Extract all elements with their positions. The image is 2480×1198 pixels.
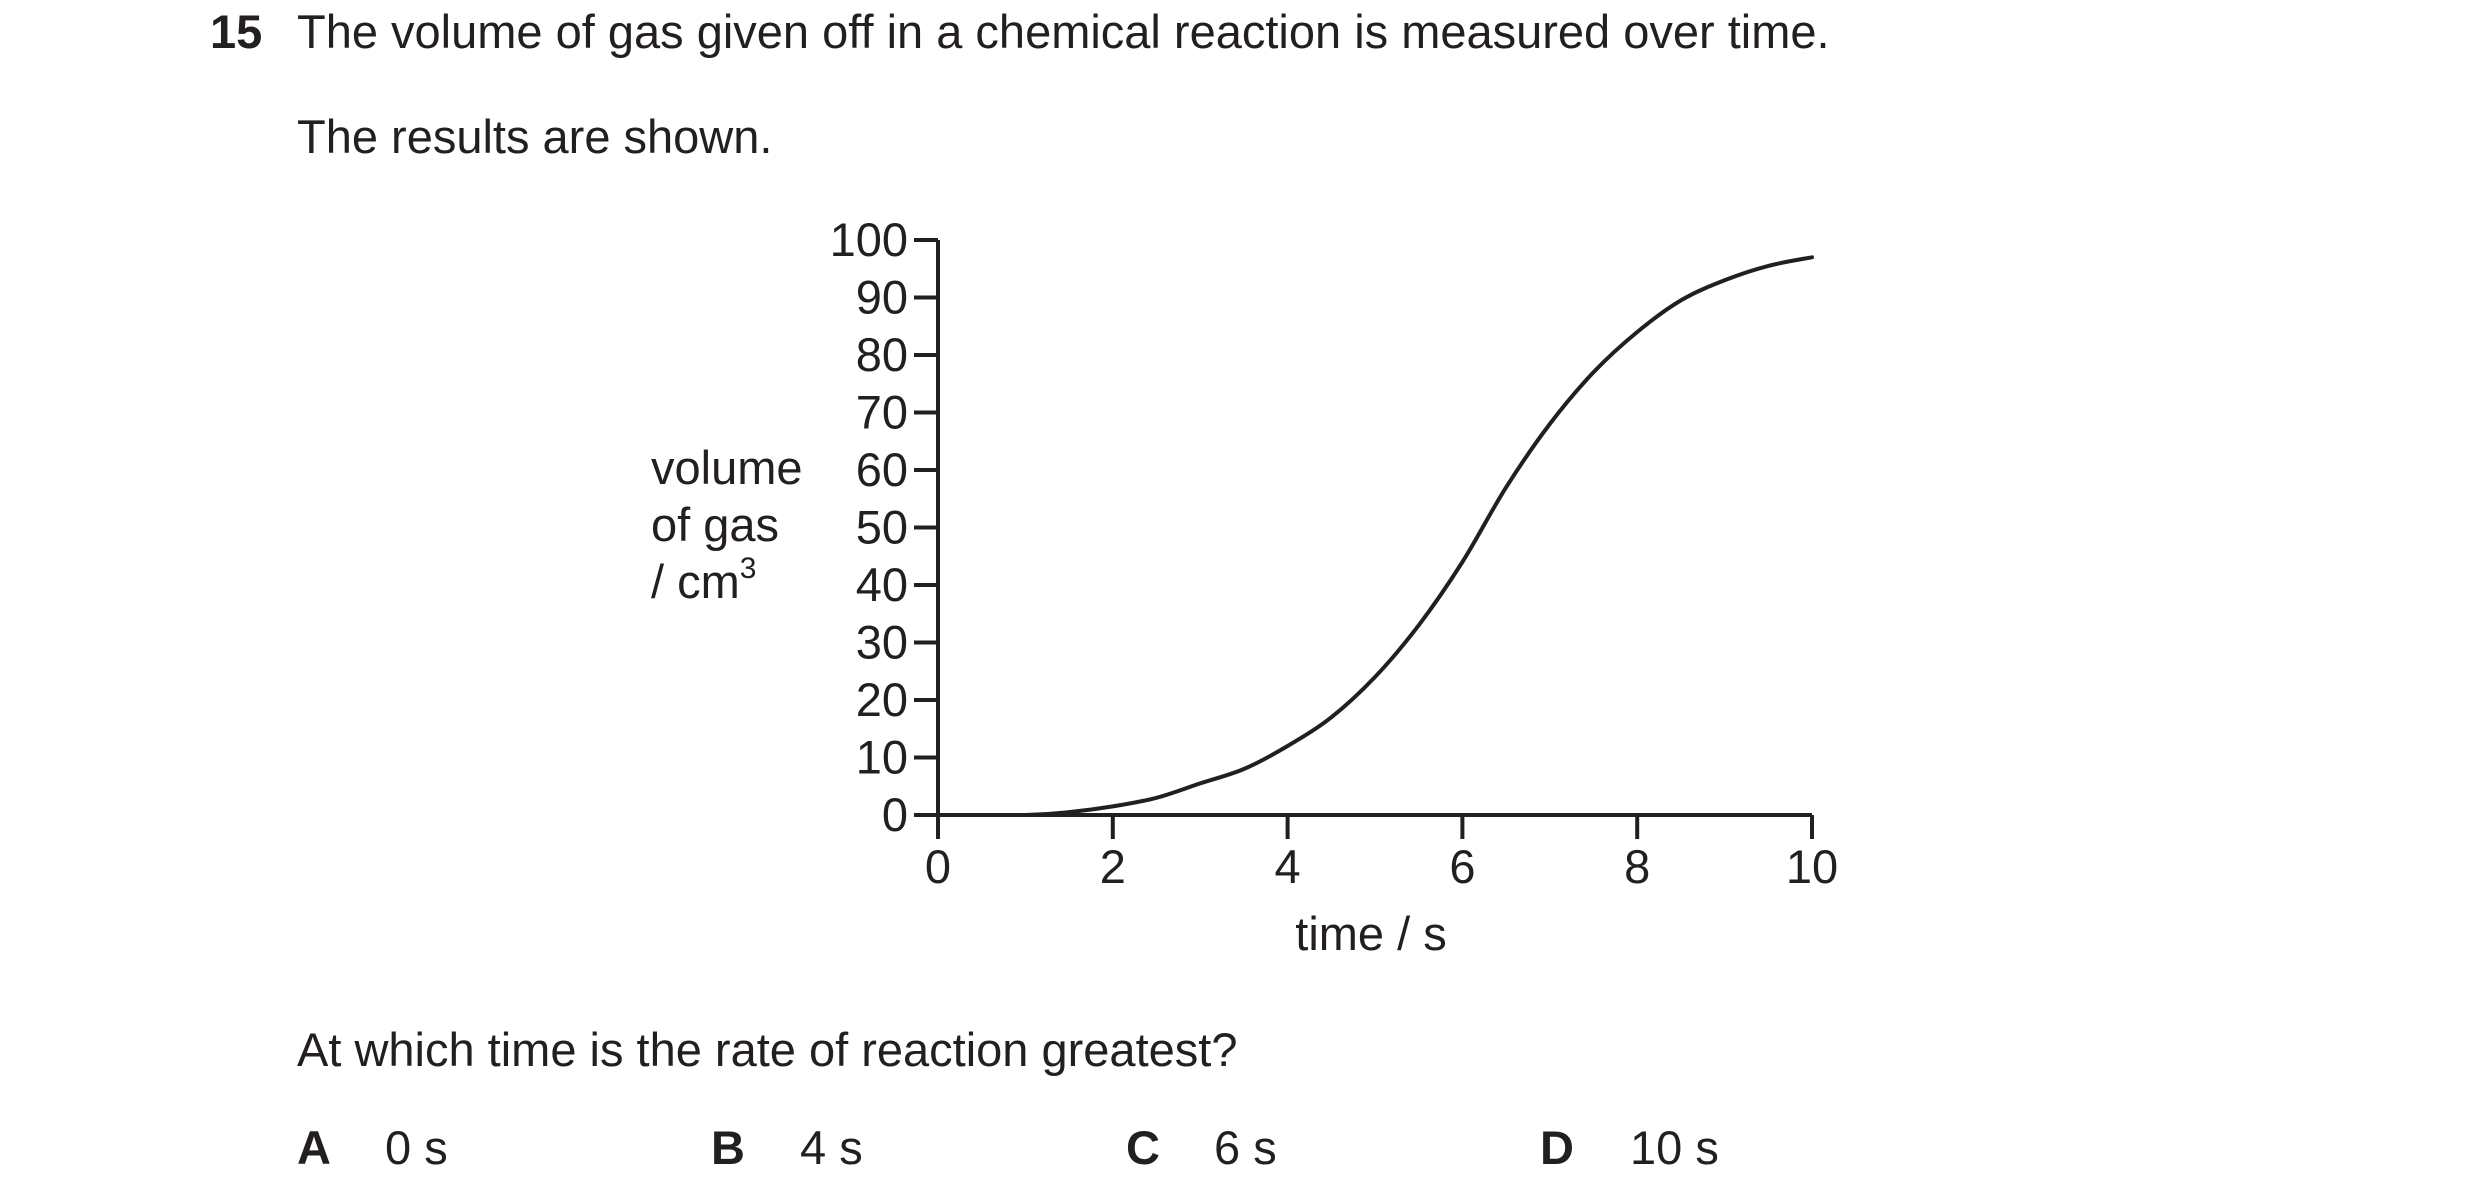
option-a-value: 0 s xyxy=(385,1121,448,1174)
x-axis-label: time / s xyxy=(1295,907,1446,960)
series-line xyxy=(936,255,1814,818)
x-tick-label: 0 xyxy=(925,840,951,893)
x-tick-label: 4 xyxy=(1275,840,1301,893)
x-tick-label: 10 xyxy=(1786,840,1838,893)
option-c-value: 6 s xyxy=(1214,1121,1277,1174)
question-stem: The volume of gas given off in a chemica… xyxy=(297,5,1830,58)
option-d-value: 10 s xyxy=(1630,1121,1719,1174)
y-axis-label: volume of gas / cm3 xyxy=(651,441,803,608)
y-axis-label-line: of gas xyxy=(651,498,779,551)
x-axis: 0 2 4 6 8 10 xyxy=(925,813,1838,893)
x-tick-label: 6 xyxy=(1449,840,1475,893)
option-b-value: 4 s xyxy=(800,1121,863,1174)
question-prompt: At which time is the rate of reaction gr… xyxy=(297,1023,1238,1076)
x-tick-label: 8 xyxy=(1624,840,1650,893)
y-axis-label-line: volume xyxy=(651,441,803,494)
option-a-letter: A xyxy=(297,1121,331,1174)
y-tick-label: 0 xyxy=(882,788,908,841)
y-tick-label: 30 xyxy=(856,616,908,669)
option-b-letter: B xyxy=(711,1121,745,1174)
y-tick-label: 70 xyxy=(856,386,908,439)
y-tick-label: 20 xyxy=(856,673,908,726)
y-tick-label: 10 xyxy=(856,731,908,784)
question-intro: The results are shown. xyxy=(297,110,773,163)
y-tick-label: 40 xyxy=(856,558,908,611)
y-tick-label: 50 xyxy=(856,501,908,554)
option-d-letter: D xyxy=(1540,1121,1574,1174)
option-c-letter: C xyxy=(1126,1121,1160,1174)
y-tick-label: 100 xyxy=(830,213,908,266)
y-tick-label: 60 xyxy=(856,443,908,496)
y-tick-label: 80 xyxy=(856,328,908,381)
y-tick-label: 90 xyxy=(856,271,908,324)
question-number: 15 xyxy=(210,5,263,58)
y-axis-label-line: / cm3 xyxy=(651,552,756,608)
x-tick-label: 2 xyxy=(1100,840,1126,893)
